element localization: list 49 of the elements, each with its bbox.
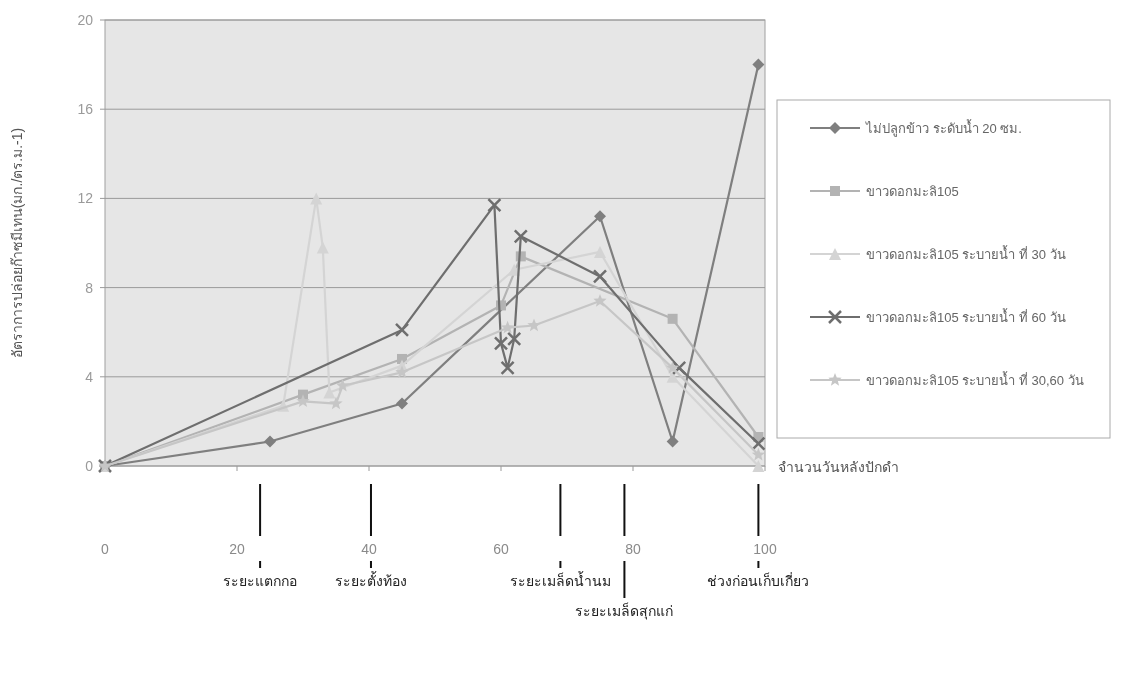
point	[752, 58, 765, 71]
y-tick-label: 20	[77, 12, 94, 28]
ref-line-label: ระยะเมล็ดสุกแก่	[575, 602, 674, 620]
legend-label: ขาวดอกมะลิ105 ระบายน้ำ ที่ 60 วัน	[866, 308, 1066, 325]
point	[665, 360, 680, 374]
x-axis-title: จำนวนวันหลังปักดำ	[778, 459, 899, 475]
legend-label: ขาวดอกมะลิ105 ระบายน้ำ ที่ 30,60 วัน	[866, 371, 1084, 388]
legend-label: ไม่ปลูกข้าว ระดับน้ำ 20 ซม.	[865, 119, 1022, 137]
point	[296, 394, 310, 407]
point	[671, 360, 687, 376]
y-tick-label: 0	[85, 458, 94, 474]
y-tick-label: 16	[77, 101, 94, 118]
point	[666, 435, 679, 448]
point	[487, 197, 502, 213]
legend-label: ขาวดอกมะลิ105 ระบายน้ำ ที่ 30 วัน	[866, 245, 1066, 262]
point	[592, 269, 608, 284]
x-tick-label: 40	[361, 541, 377, 557]
ref-line-label: ระยะเมล็ดน้ำนม	[509, 571, 611, 589]
legend-label: ขาวดอกมะลิ105	[866, 184, 959, 199]
y-tick-label: 4	[85, 368, 94, 385]
point	[513, 229, 529, 244]
x-tick-label: 80	[625, 541, 641, 557]
x-tick-label: 0	[101, 541, 110, 557]
point	[667, 313, 678, 324]
point	[264, 435, 276, 448]
point	[500, 360, 515, 376]
point	[500, 320, 515, 334]
x-tick-label: 20	[229, 541, 245, 557]
point	[752, 460, 765, 472]
point	[329, 396, 343, 410]
ref-line-label: ช่วงก่อนเก็บเกี่ยว	[707, 572, 810, 589]
point	[593, 293, 607, 307]
point	[506, 331, 522, 347]
point	[335, 378, 350, 392]
x-tick-label: 100	[753, 541, 777, 557]
ref-line-label: ระยะแตกกอ	[223, 573, 298, 589]
point	[594, 210, 606, 223]
point	[751, 436, 766, 451]
x-tick-label: 60	[493, 541, 509, 557]
point	[751, 447, 766, 461]
y-tick-label: 12	[77, 190, 94, 207]
point	[396, 397, 408, 410]
point	[394, 322, 410, 338]
ref-line-label: ระยะตั้งท้อง	[334, 571, 407, 589]
y-axis-title: อัตราการปล่อยก๊าซมีเทน(มก./ตร.ม.-1)	[9, 127, 25, 359]
point	[310, 192, 323, 205]
point	[395, 365, 409, 378]
y-tick-label: 8	[85, 279, 94, 296]
point	[493, 336, 509, 351]
